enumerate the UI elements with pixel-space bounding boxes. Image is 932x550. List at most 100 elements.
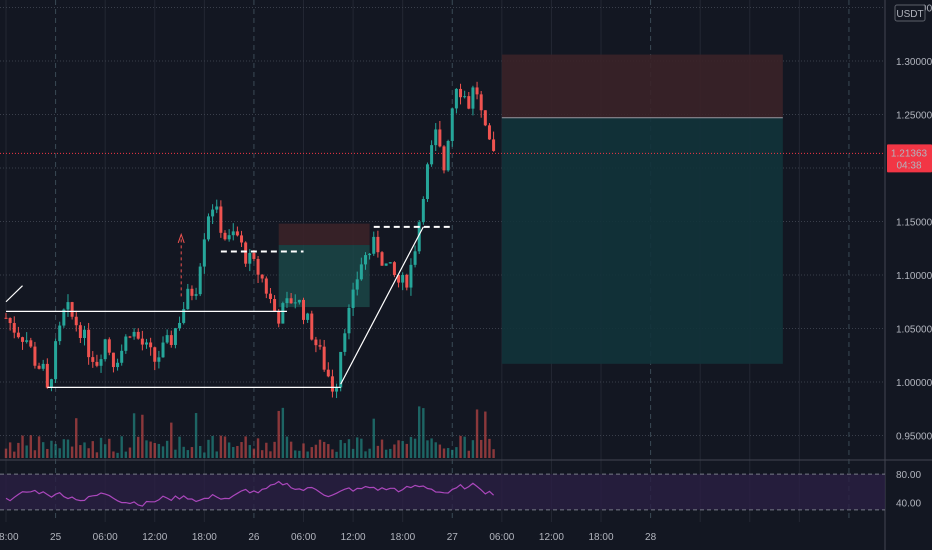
candle-body xyxy=(343,333,347,352)
volume-bar xyxy=(66,439,70,458)
candle-body xyxy=(264,278,268,294)
candle-body xyxy=(211,209,215,217)
candle-body xyxy=(21,337,25,342)
volume-bar xyxy=(161,446,165,458)
volume-bar xyxy=(289,441,293,458)
price-tick-label: 1.30000 xyxy=(896,57,932,68)
price-axis[interactable]: 1.350001.300001.250001.200001.150001.100… xyxy=(887,4,932,510)
price-tick-label: 1.25000 xyxy=(896,111,932,122)
volume-bar xyxy=(426,440,429,458)
volume-bar xyxy=(471,440,475,458)
candle-body xyxy=(124,336,128,351)
volume-bar xyxy=(8,442,12,458)
volume-bar xyxy=(157,443,161,458)
candle-body xyxy=(413,251,417,265)
volume-bar xyxy=(488,438,491,458)
candle-body xyxy=(215,206,219,210)
candle-body xyxy=(4,317,8,319)
rsi-tick-label: 80.00 xyxy=(896,470,921,481)
candlesticks[interactable] xyxy=(4,81,496,399)
candle-body xyxy=(351,289,355,309)
candle-body xyxy=(368,253,372,256)
candle-body xyxy=(281,303,285,324)
volume-bar xyxy=(54,444,57,458)
volume-bar xyxy=(389,448,392,458)
volume-bar xyxy=(46,448,49,458)
volume-bar xyxy=(33,450,37,458)
volume-bar xyxy=(244,436,247,458)
volume-bar xyxy=(285,436,289,458)
volume-bar xyxy=(223,436,227,458)
time-tick-label: 26 xyxy=(248,532,260,543)
volume-bar xyxy=(372,418,375,458)
volume-bar xyxy=(269,451,272,458)
time-tick-label: 06:00 xyxy=(489,532,514,543)
candle-body xyxy=(483,110,487,126)
candle-body xyxy=(434,129,438,146)
volume-bar xyxy=(95,452,99,458)
candle-body xyxy=(41,363,45,369)
candle-body xyxy=(438,129,442,147)
time-tick-label: 12:00 xyxy=(142,532,167,543)
candle-body xyxy=(120,350,124,363)
candle-body xyxy=(384,263,388,266)
candle-body xyxy=(116,362,120,368)
candle-body xyxy=(335,387,339,392)
candle-body xyxy=(244,242,248,264)
price-tick-label: 1.10000 xyxy=(896,271,932,282)
candle-body xyxy=(421,198,425,223)
candle-body xyxy=(293,302,297,304)
trend-line-left xyxy=(5,285,23,303)
volume-bar xyxy=(335,451,338,458)
volume-bar xyxy=(17,442,20,458)
candle-body xyxy=(12,323,16,333)
candle-body xyxy=(454,88,458,109)
volume-bar xyxy=(463,436,466,458)
candle-body xyxy=(459,88,463,98)
price-tick-label: 1.00000 xyxy=(896,378,932,389)
time-axis[interactable]: 18:00 25 06:00 12:00 18:00 26 06:00 12:00 18:00 2… xyxy=(0,532,657,543)
candle-body xyxy=(182,309,186,323)
candle-body xyxy=(347,308,351,334)
time-tick-label: 06:00 xyxy=(291,532,316,543)
candle-body xyxy=(219,206,223,233)
candle-body xyxy=(363,255,367,265)
candle-body xyxy=(302,299,306,320)
rsi-pane xyxy=(0,473,885,511)
candle-body xyxy=(132,331,136,337)
time-tick-label: 12:00 xyxy=(341,532,366,543)
volume-bar xyxy=(298,450,301,458)
candle-body xyxy=(256,258,260,275)
candle-body xyxy=(268,293,272,300)
candle-body xyxy=(87,329,91,358)
volume-bar xyxy=(87,448,90,458)
volume-bar xyxy=(91,441,94,458)
candle-body xyxy=(54,341,58,380)
price-tick-label: 0.95000 xyxy=(896,432,932,443)
candle-body xyxy=(397,275,401,283)
volume-bar xyxy=(75,418,78,458)
candle-body xyxy=(297,299,301,303)
candle-body xyxy=(136,331,140,339)
currency-badge[interactable]: USDT xyxy=(894,4,926,22)
candle-body xyxy=(277,311,281,324)
projection-arrow-head xyxy=(177,232,185,244)
candle-body xyxy=(223,232,227,240)
volume-bar xyxy=(112,451,115,458)
candle-body xyxy=(392,262,396,276)
candle-body xyxy=(322,346,326,370)
volume-bar xyxy=(190,447,194,458)
volume-bar xyxy=(380,439,384,458)
volume-bar xyxy=(484,411,487,458)
volume-bar xyxy=(174,449,177,458)
current-price-label: 1.21363 xyxy=(891,148,928,159)
candle-body xyxy=(359,264,363,280)
volume-bar xyxy=(434,442,437,458)
candle-body xyxy=(165,335,169,343)
candle-body xyxy=(29,340,33,347)
current-price-badge xyxy=(887,144,932,173)
volume-bar xyxy=(256,438,260,458)
volume-bar xyxy=(141,414,144,458)
volume-bar xyxy=(108,438,111,458)
